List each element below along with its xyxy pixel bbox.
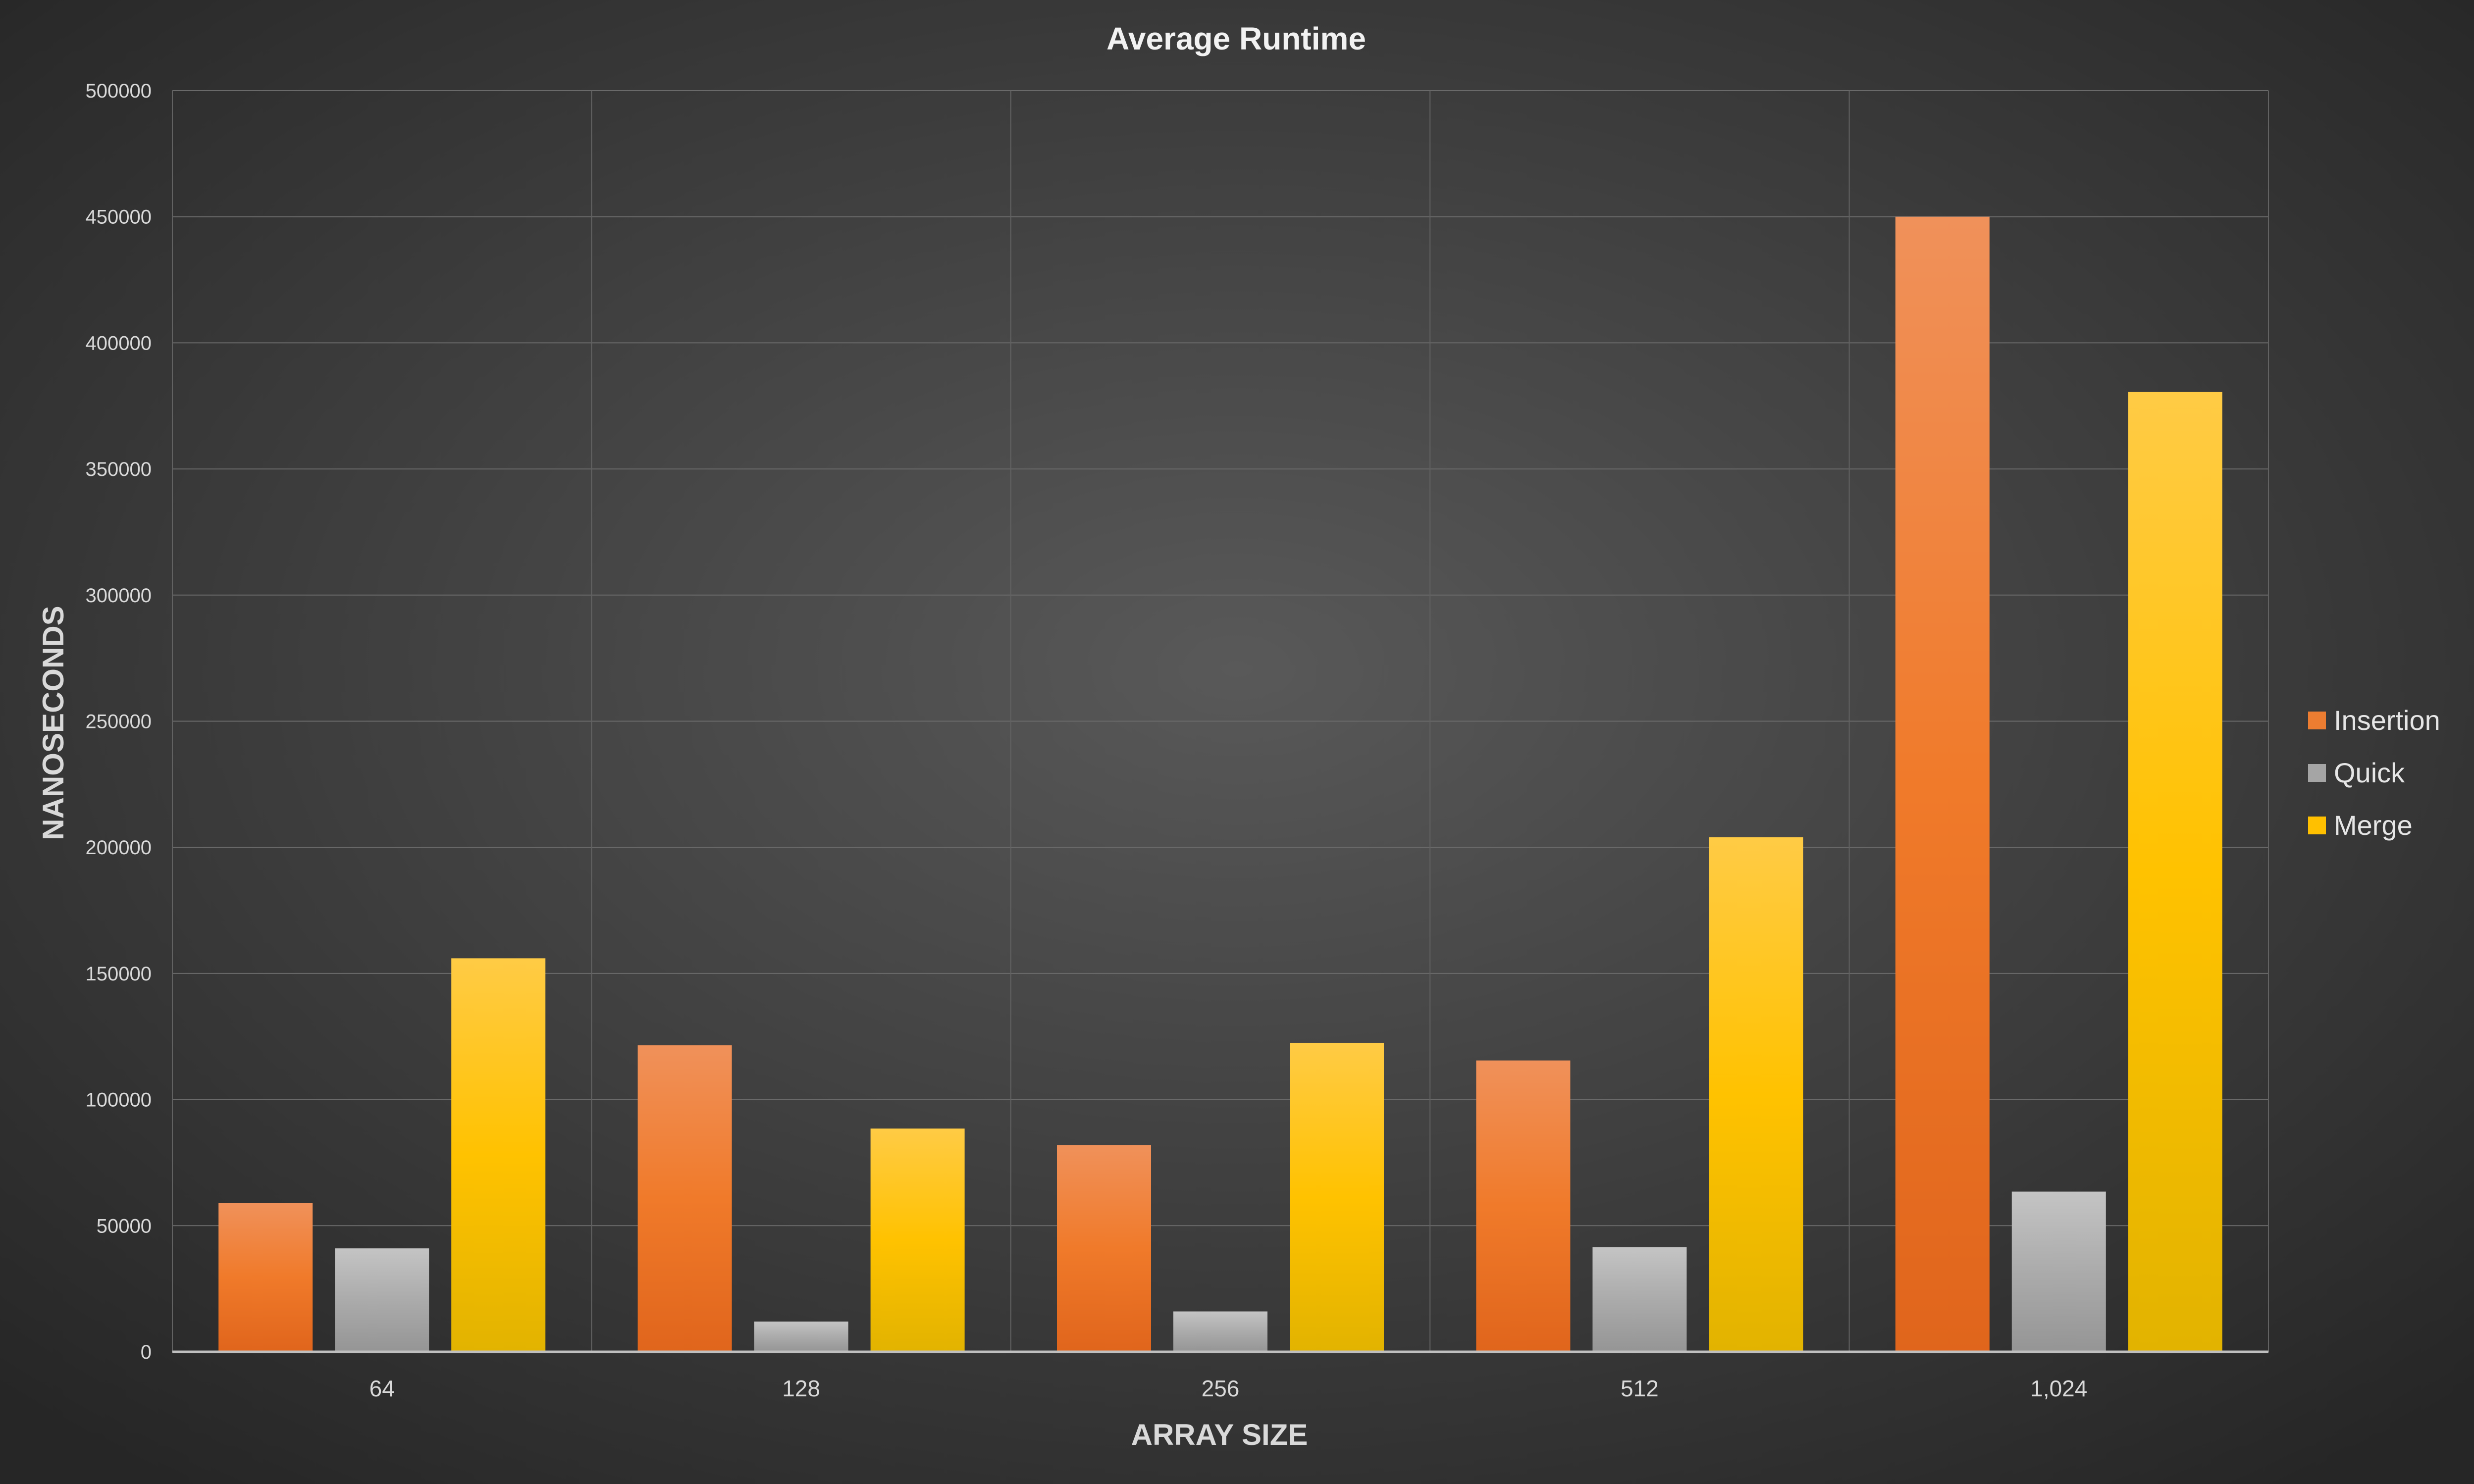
y-axis-label: NANOSECONDS xyxy=(37,606,70,840)
y-tick-label: 350000 xyxy=(86,459,152,480)
bar-merge xyxy=(870,1128,965,1352)
y-tick-label: 100000 xyxy=(86,1089,152,1111)
legend-item: Insertion xyxy=(2308,705,2440,736)
y-tick-label: 500000 xyxy=(86,80,152,102)
legend-label: Quick xyxy=(2334,757,2405,788)
y-tick-label: 0 xyxy=(141,1341,152,1363)
bar-quick xyxy=(1173,1311,1267,1352)
legend-swatch xyxy=(2308,817,2326,834)
legend-swatch xyxy=(2308,712,2326,729)
bar-insertion xyxy=(1057,1145,1151,1352)
axes: 0 50000 100000 150000 200000 250000 300000 3500… xyxy=(86,80,2268,1401)
bar-insertion xyxy=(218,1203,313,1352)
legend: Insertion Quick Merge xyxy=(2308,705,2440,841)
bar-insertion xyxy=(1476,1060,1571,1352)
legend-item: Quick xyxy=(2308,757,2405,788)
bar-quick xyxy=(335,1248,429,1352)
bar-quick xyxy=(754,1321,848,1352)
y-tick-label: 400000 xyxy=(86,332,152,354)
bars xyxy=(218,216,2222,1352)
y-tick-label: 200000 xyxy=(86,837,152,859)
y-tick-label: 250000 xyxy=(86,711,152,733)
bar-insertion xyxy=(637,1045,732,1352)
chart-title: Average Runtime xyxy=(1106,21,1366,56)
legend-label: Merge xyxy=(2334,810,2413,841)
bar-insertion xyxy=(1895,216,1990,1352)
x-tick-label: 128 xyxy=(782,1376,820,1401)
x-tick-label: 64 xyxy=(369,1376,395,1401)
y-tick-label: 450000 xyxy=(86,206,152,228)
legend-swatch xyxy=(2308,764,2326,782)
bar-quick xyxy=(1592,1247,1687,1352)
x-tick-label: 256 xyxy=(1202,1376,1240,1401)
bar-merge xyxy=(1709,837,1803,1352)
legend-label: Insertion xyxy=(2334,705,2440,736)
y-tick-label: 150000 xyxy=(86,963,152,985)
bar-merge xyxy=(1290,1042,1384,1352)
bar-merge xyxy=(451,958,546,1352)
bar-merge xyxy=(2128,392,2222,1352)
legend-item: Merge xyxy=(2308,810,2413,841)
bar-quick xyxy=(2011,1191,2106,1352)
x-tick-label: 1,024 xyxy=(2030,1376,2087,1401)
x-tick-label: 512 xyxy=(1621,1376,1659,1401)
y-tick-label: 300000 xyxy=(86,585,152,607)
x-axis-label: ARRAY SIZE xyxy=(1131,1418,1308,1451)
y-tick-label: 50000 xyxy=(97,1215,152,1237)
